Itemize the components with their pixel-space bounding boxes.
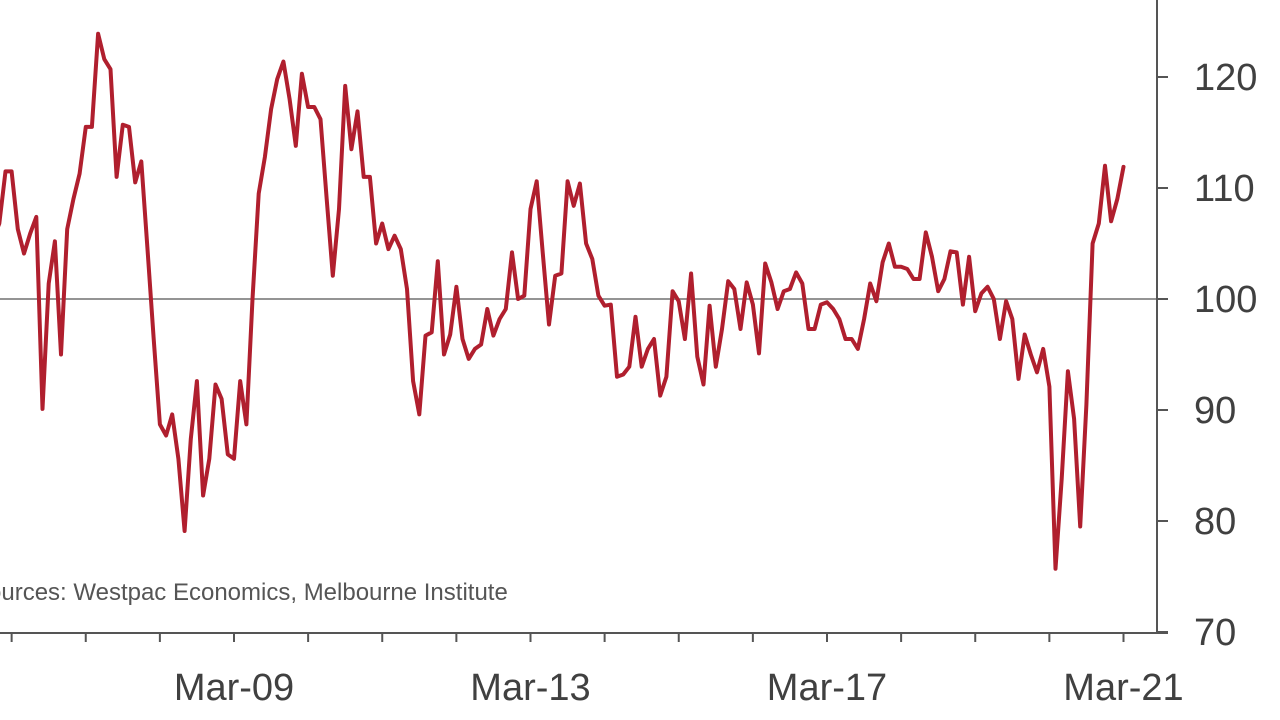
y-tick-label: 120 — [1194, 57, 1257, 99]
y-tick-label: 80 — [1194, 501, 1236, 543]
x-tick-label: Mar-09 — [174, 667, 294, 709]
source-note: Sources: Westpac Economics, Melbourne In… — [0, 579, 508, 606]
x-tick-label: Mar-17 — [767, 667, 887, 709]
series-line — [0, 31, 1126, 571]
y-tick-label: 110 — [1194, 168, 1255, 210]
y-tick-label: 100 — [1194, 279, 1257, 321]
y-axis-ticks: 70 80 90 100 110 120 — [1157, 57, 1257, 654]
y-tick-label: 70 — [1194, 612, 1236, 654]
x-tick-label: Mar-21 — [1063, 667, 1183, 709]
series-layer — [0, 31, 1126, 571]
x-tick-label: Mar-13 — [470, 667, 590, 709]
y-tick-label: 90 — [1194, 390, 1236, 432]
